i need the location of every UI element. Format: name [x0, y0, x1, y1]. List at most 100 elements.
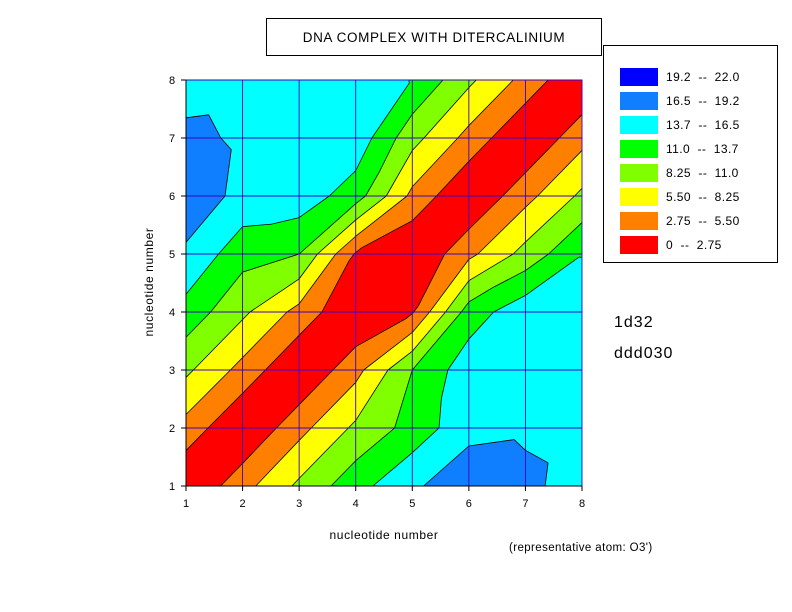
contour-line — [265, 335, 300, 371]
contour-line — [445, 280, 470, 313]
contour-line — [525, 195, 538, 208]
legend-item: 2.75 -- 5.50 — [620, 212, 740, 230]
contour-line — [185, 369, 194, 378]
contour-line — [411, 137, 425, 151]
contour-line — [185, 114, 209, 119]
contour-line — [321, 260, 350, 313]
legend-swatch — [620, 164, 658, 182]
contour-line — [457, 125, 470, 139]
contour-line — [525, 195, 575, 243]
x-tick-label: 1 — [183, 498, 189, 510]
legend-swatch — [620, 140, 658, 158]
contour-line — [355, 318, 406, 348]
contour-line — [185, 195, 226, 243]
contour-line — [335, 235, 356, 255]
contour-line — [492, 270, 526, 289]
contour-line — [298, 311, 323, 336]
contour-line — [468, 253, 514, 282]
legend-item: 5.50 -- 8.25 — [620, 188, 740, 206]
legend-item: 8.25 -- 11.0 — [620, 164, 739, 182]
y-tick-label: 3 — [169, 365, 175, 377]
legend-item: 16.5 -- 19.2 — [620, 92, 740, 110]
contour-line — [525, 79, 549, 104]
contour-line — [298, 427, 349, 479]
legend-swatch — [620, 116, 658, 134]
contour-line — [429, 259, 470, 313]
contour-line — [444, 228, 470, 255]
x-tick-label: 5 — [409, 498, 415, 510]
contour-line — [436, 161, 470, 197]
y-tick-label: 6 — [169, 191, 175, 203]
legend-swatch — [620, 236, 658, 254]
contour-fill-layer — [185, 79, 583, 487]
contour-line — [406, 186, 413, 197]
contour-line — [411, 311, 430, 333]
contour-line — [525, 449, 549, 464]
y-axis-label: nucleotide number — [142, 228, 156, 337]
contour-line — [387, 350, 413, 371]
x-tick-label: 4 — [353, 498, 359, 510]
contour-line — [544, 462, 549, 487]
contour-line — [332, 346, 357, 371]
y-tick-label: 4 — [169, 307, 175, 319]
y-tick-label: 8 — [169, 75, 175, 87]
legend-label: 0 -- 2.75 — [666, 238, 722, 252]
contour-line — [329, 170, 356, 197]
contour-line — [461, 301, 470, 313]
contour-line — [348, 420, 357, 429]
y-tick-label: 1 — [169, 481, 175, 493]
contour-line — [291, 478, 300, 487]
contour-line — [438, 398, 442, 429]
contour-line — [218, 226, 243, 255]
ndb-id-label: ddd030 — [614, 345, 674, 362]
x-tick-label: 6 — [466, 498, 472, 510]
contour-line — [224, 149, 232, 197]
chart-title: DNA COMPLEX WITH DITERCALINIUM — [302, 29, 566, 45]
contour-line — [411, 311, 446, 352]
contour-line — [405, 313, 413, 320]
contour-line — [230, 357, 243, 371]
contour-line — [271, 217, 300, 225]
legend: 19.2 -- 22.0 16.5 -- 19.2 13.7 -- 16.5 11.0… — [603, 45, 778, 263]
y-tick-label: 5 — [169, 249, 175, 261]
contour-line — [207, 393, 243, 429]
contour-line — [411, 137, 459, 188]
contour-line — [298, 369, 334, 405]
legend-item: 13.7 -- 16.5 — [620, 116, 740, 134]
legend-label: 19.2 -- 22.0 — [666, 70, 740, 84]
contour-line — [395, 114, 413, 139]
contour-line — [371, 82, 410, 139]
contour-line — [423, 87, 470, 139]
contour-line — [372, 452, 413, 487]
legend-label: 2.75 -- 5.50 — [666, 214, 740, 228]
contour-line — [185, 253, 219, 295]
contour-line — [525, 253, 549, 271]
legend-label: 16.5 -- 19.2 — [666, 94, 740, 108]
contour-line — [298, 427, 312, 441]
contour-line — [477, 207, 526, 255]
contour-line — [418, 253, 446, 306]
legend-item: 11.0 -- 13.7 — [620, 140, 739, 158]
contour-line — [220, 463, 243, 487]
x-tick-label: 8 — [579, 498, 585, 510]
contour-line — [525, 256, 580, 296]
contour-line — [310, 382, 357, 429]
contour-line — [413, 305, 419, 313]
contour-line — [355, 195, 408, 237]
contour-line — [411, 311, 462, 371]
contour-line — [193, 319, 243, 371]
contour-line — [185, 369, 231, 415]
contour-line — [365, 171, 380, 197]
contour-line — [249, 278, 300, 313]
contour-line — [242, 253, 300, 273]
x-axis-label: nucleotide number — [330, 528, 439, 542]
contour-line — [355, 195, 387, 221]
contour-line — [208, 114, 222, 139]
legend-label: 11.0 -- 13.7 — [666, 142, 739, 156]
x-tick-label: 3 — [296, 498, 302, 510]
contour-line — [220, 137, 232, 150]
contour-line — [411, 79, 444, 115]
contour-line — [298, 253, 337, 305]
contour-line — [242, 311, 251, 320]
contour-line — [355, 247, 363, 253]
